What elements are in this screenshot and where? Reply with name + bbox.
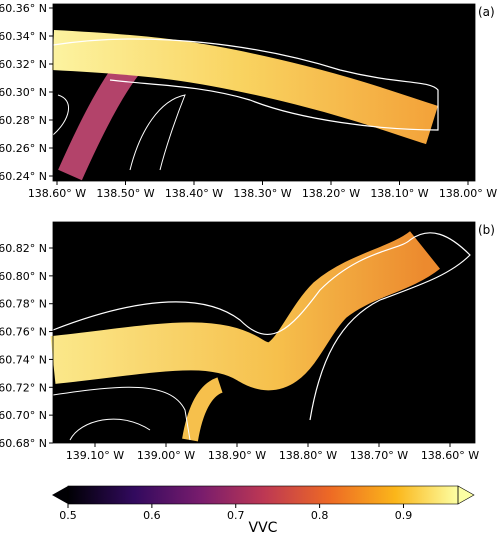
colorbar-frame — [67, 485, 459, 505]
outline — [52, 232, 471, 421]
colorbar-tick-label: 0.5 — [59, 509, 77, 522]
colorbar — [68, 486, 458, 504]
tributary — [182, 377, 224, 442]
y-tick-label: 60.28° N — [0, 114, 47, 127]
y-tick-label: 60.24° N — [0, 170, 47, 183]
x-tick-label: 138.00° W — [439, 187, 497, 200]
y-tick-label: 60.34° N — [0, 30, 47, 43]
outline — [52, 38, 439, 131]
x-tick-label: 138.60° W — [28, 187, 86, 200]
outline — [52, 386, 191, 441]
map-frame — [52, 221, 476, 444]
colorbar-tick-label: 0.7 — [227, 509, 245, 522]
panel-label: (b) — [478, 223, 495, 237]
y-tick-label: 60.68° N — [0, 437, 47, 450]
x-tick-label: 138.70° W — [350, 449, 408, 462]
y-tick-label: 60.26° N — [0, 142, 47, 155]
y-tick-label: 60.32° N — [0, 58, 47, 71]
map-a — [51, 4, 475, 181]
y-tick-label: 60.70° N — [0, 409, 47, 422]
x-tick-label: 138.30° W — [233, 187, 291, 200]
colorbar-tick-label: 0.9 — [395, 509, 413, 522]
y-tick-label: 60.80° N — [0, 270, 47, 283]
outline — [52, 94, 69, 136]
y-tick-label: 60.30° N — [0, 86, 47, 99]
x-tick-label: 138.50° W — [96, 187, 154, 200]
x-tick-label: 138.20° W — [302, 187, 360, 200]
colorbar-tick-label: 0.8 — [311, 509, 329, 522]
colorbar-label: VVC — [249, 520, 278, 536]
x-tick-label: 139.00° W — [137, 449, 195, 462]
outline — [129, 94, 186, 171]
colorbar-extend — [52, 486, 68, 504]
y-tick-label: 60.78° N — [0, 298, 47, 311]
y-tick-label: 60.36° N — [0, 2, 47, 15]
x-tick-label: 138.40° W — [165, 187, 223, 200]
x-tick-label: 138.90° W — [208, 449, 266, 462]
y-tick-label: 60.76° N — [0, 326, 47, 339]
colorbar-extend — [457, 485, 475, 505]
colorbar-tick-label: 0.6 — [143, 509, 161, 522]
x-tick-label: 138.80° W — [279, 449, 337, 462]
glacier — [50, 230, 440, 391]
x-tick-label: 138.10° W — [370, 187, 428, 200]
map-b — [50, 222, 475, 443]
panel-label: (a) — [478, 5, 495, 19]
x-tick-label: 138.60° W — [421, 449, 479, 462]
y-tick-label: 60.74° N — [0, 353, 47, 366]
y-tick-label: 60.82° N — [0, 242, 47, 255]
y-tick-label: 60.72° N — [0, 381, 47, 394]
glacier — [51, 30, 438, 145]
x-tick-label: 139.10° W — [66, 449, 124, 462]
